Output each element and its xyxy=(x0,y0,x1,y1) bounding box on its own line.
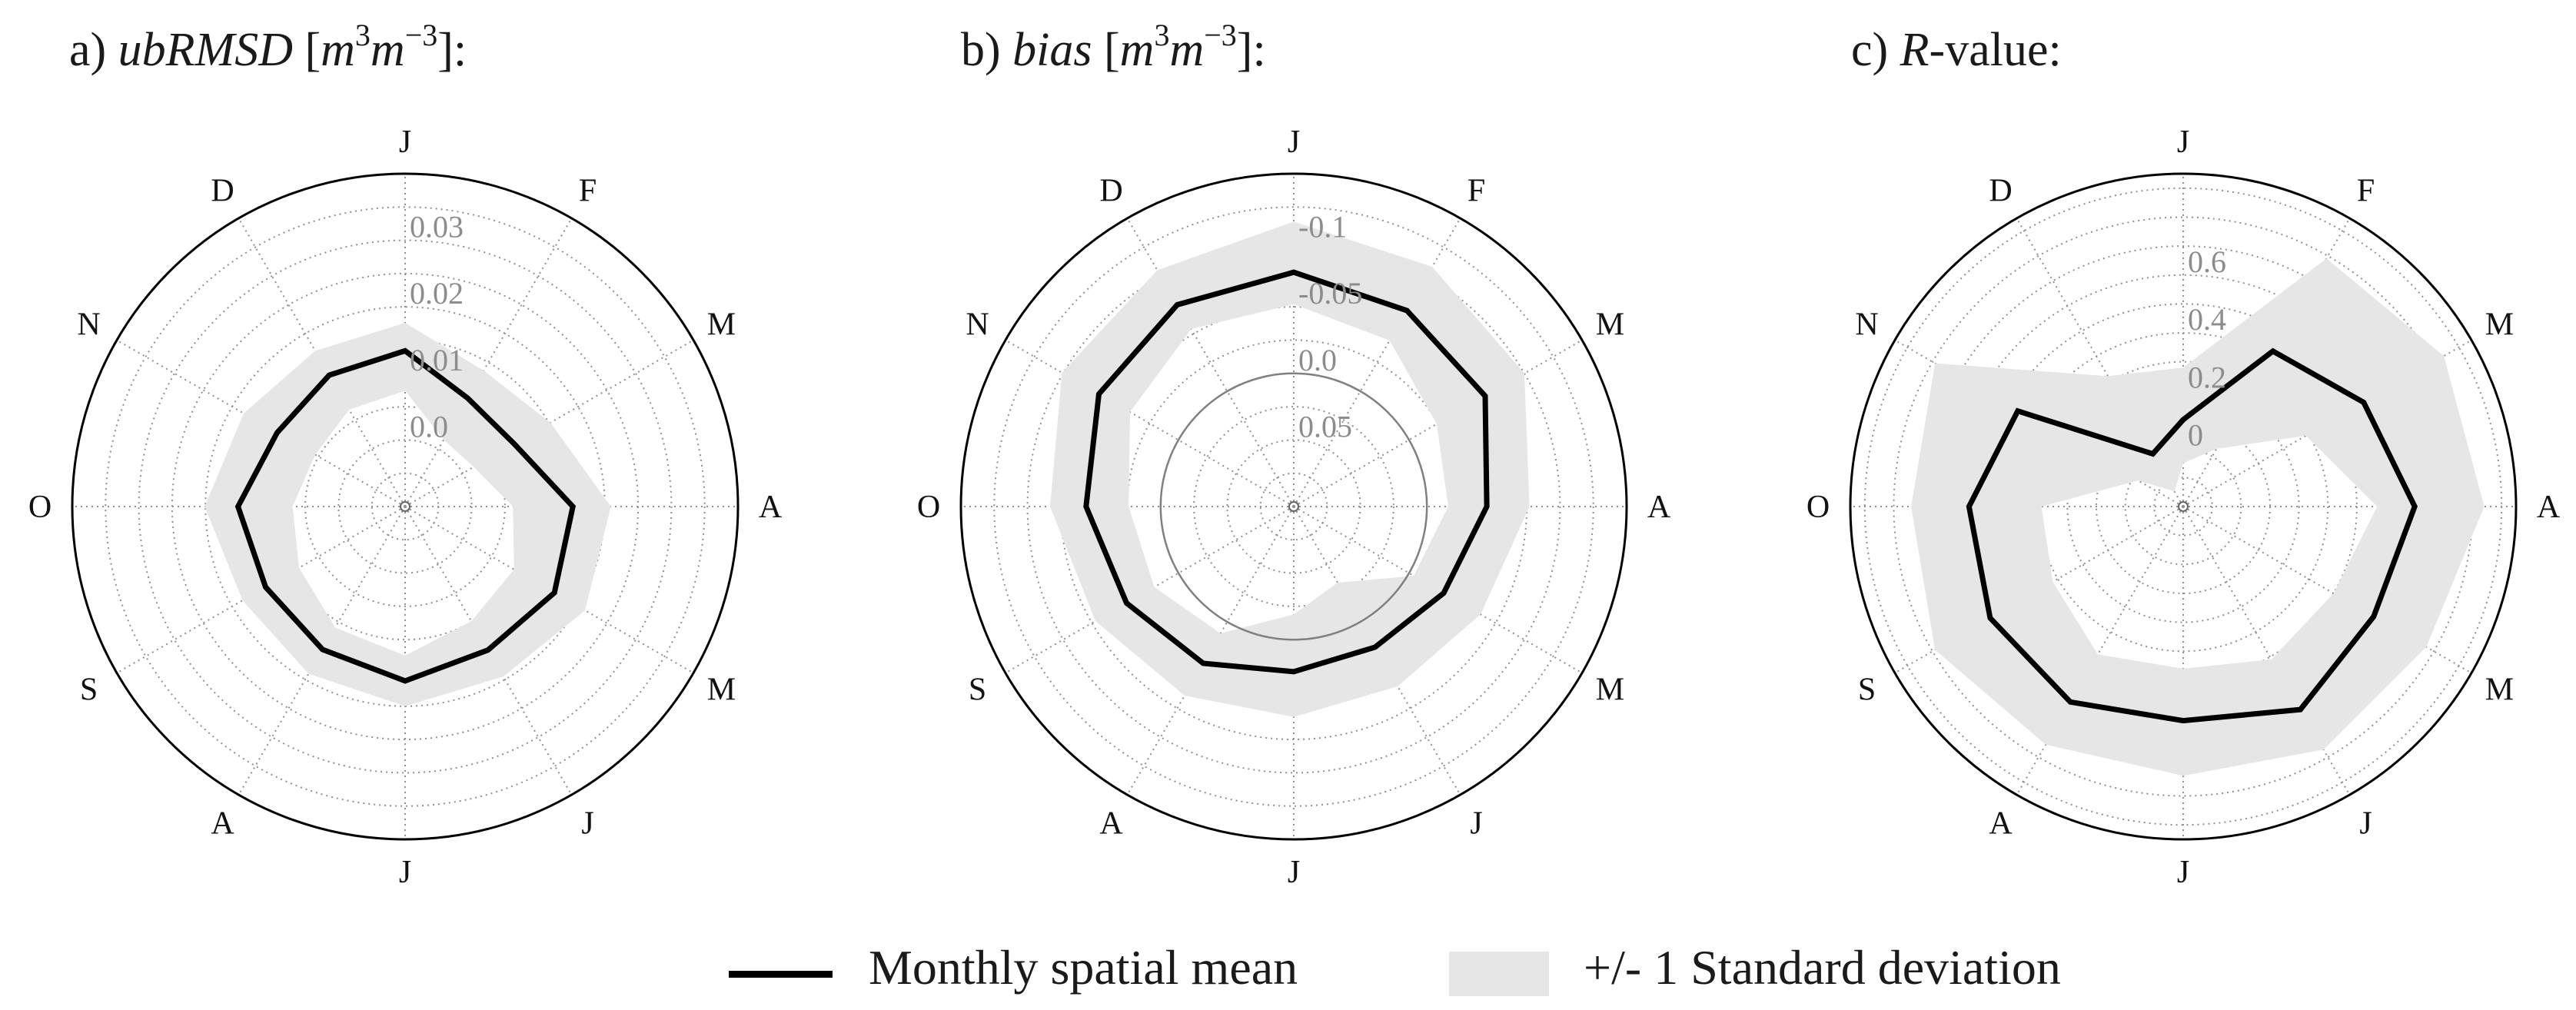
grid-ring xyxy=(2037,360,2329,653)
month-label: N xyxy=(77,307,100,343)
panel-c-metric: R xyxy=(1900,24,1930,76)
month-label: J xyxy=(2177,855,2189,890)
grid-ring xyxy=(171,272,640,741)
radial-tick-label: 0.02 xyxy=(410,276,464,311)
month-label: M xyxy=(1596,307,1624,343)
legend-std-label: +/- 1 Standard deviation xyxy=(1584,940,2061,995)
month-label: M xyxy=(2485,307,2514,343)
outer-circle xyxy=(1849,172,2518,841)
month-label: N xyxy=(1855,307,1878,343)
outer-circle xyxy=(71,172,740,841)
month-label: A xyxy=(1099,806,1123,841)
month-label: J xyxy=(1470,806,1482,841)
radar-panel-a: 0.0 0.01 0.02 0.03 J F M A M J J A S O N D xyxy=(28,125,783,890)
std-band-a xyxy=(204,323,611,706)
month-label: S xyxy=(969,673,986,708)
month-label: D xyxy=(1989,174,2012,209)
grid-ring xyxy=(993,206,1594,807)
grid-ring xyxy=(1226,439,1361,574)
month-label: J xyxy=(1288,855,1300,890)
std-band-b xyxy=(1050,221,1530,717)
legend-mean-swatch xyxy=(729,971,833,978)
month-label: J xyxy=(581,806,593,841)
panel-b-label: b) xyxy=(961,24,1001,76)
center-marker xyxy=(1288,501,1299,512)
panel-b-title: b) bias [m3m−3]: xyxy=(961,18,1266,78)
month-label: M xyxy=(2485,673,2514,708)
radial-tick-label: 0.6 xyxy=(2188,244,2226,279)
month-label: M xyxy=(707,307,736,343)
grid-ring xyxy=(1193,406,1394,607)
month-label: O xyxy=(28,490,52,525)
radial-tick-label: 0.2 xyxy=(2188,360,2226,394)
grid-ring xyxy=(337,439,473,574)
radar-panel-b: -0.1 -0.05 0.0 0.05 J F M A M J J A S O N D xyxy=(917,125,1671,890)
panel-b-metric: bias xyxy=(1012,24,1092,76)
month-label: A xyxy=(211,806,234,841)
month-label: M xyxy=(1596,673,1624,708)
panel-c-title: c) R-value: xyxy=(1851,23,2062,78)
panel-b-unit: [m3m−3]: xyxy=(1104,18,1266,77)
radar-panel-c: 0 0.2 0.4 0.6 J F M A M J J A S O N D xyxy=(1807,125,2561,890)
center-marker xyxy=(400,501,410,512)
panel-c-suffix: -value: xyxy=(1929,24,2062,76)
month-label: D xyxy=(211,174,234,209)
month-label: J xyxy=(2359,806,2372,841)
month-label: D xyxy=(1099,174,1122,209)
month-label: J xyxy=(2177,125,2189,160)
month-label: A xyxy=(759,490,783,525)
month-label: A xyxy=(1647,490,1671,525)
panel-a-label: a) xyxy=(69,24,107,76)
mean-line-b xyxy=(1083,269,1490,675)
month-label: J xyxy=(399,125,411,160)
grid-ring xyxy=(304,406,506,607)
radial-tick-label: 0 xyxy=(2188,418,2203,453)
month-label: O xyxy=(917,490,940,525)
grid-ring xyxy=(2124,447,2242,566)
grid-ring xyxy=(2153,477,2213,537)
month-label: M xyxy=(707,673,736,708)
panel-c-label: c) xyxy=(1851,24,1889,76)
panel-a-metric: ubRMSD xyxy=(118,24,293,76)
radial-tick-label: 0.05 xyxy=(1298,409,1352,444)
radial-tick-label: 0.03 xyxy=(410,210,464,244)
legend-mean-label: Monthly spatial mean xyxy=(869,940,1298,995)
radial-tick-label: -0.1 xyxy=(1298,210,1347,244)
radial-tick-label: -0.05 xyxy=(1298,276,1362,311)
legend-std-swatch xyxy=(1449,952,1549,996)
month-label: A xyxy=(2537,490,2561,525)
mean-line-a xyxy=(234,347,577,684)
month-label: F xyxy=(1467,174,1485,209)
month-label: S xyxy=(80,673,98,708)
month-label: A xyxy=(1989,806,2013,841)
grid-ring xyxy=(138,239,673,774)
panel-a-unit: [m3m−3]: xyxy=(304,18,467,77)
month-label: F xyxy=(579,174,597,209)
month-label: J xyxy=(399,855,411,890)
outer-circle xyxy=(959,172,1628,841)
radial-tick-label: 0.0 xyxy=(1298,343,1337,377)
month-label: O xyxy=(1807,490,1830,525)
grid-ring xyxy=(105,206,706,807)
radial-tick-label: 0.01 xyxy=(410,343,464,377)
zero-reference-circle xyxy=(1159,372,1428,641)
panel-a-title: a) ubRMSD [m3m−3]: xyxy=(69,18,467,78)
month-label: J xyxy=(1288,125,1300,160)
grid-ring xyxy=(2066,390,2300,623)
mean-line-c xyxy=(1966,347,2418,724)
month-label: S xyxy=(1858,673,1876,708)
radial-tick-label: 0.4 xyxy=(2188,302,2226,337)
center-marker xyxy=(2178,501,2189,512)
month-label: F xyxy=(2357,174,2375,209)
month-label: N xyxy=(966,307,989,343)
radial-tick-label: 0.0 xyxy=(410,409,448,444)
